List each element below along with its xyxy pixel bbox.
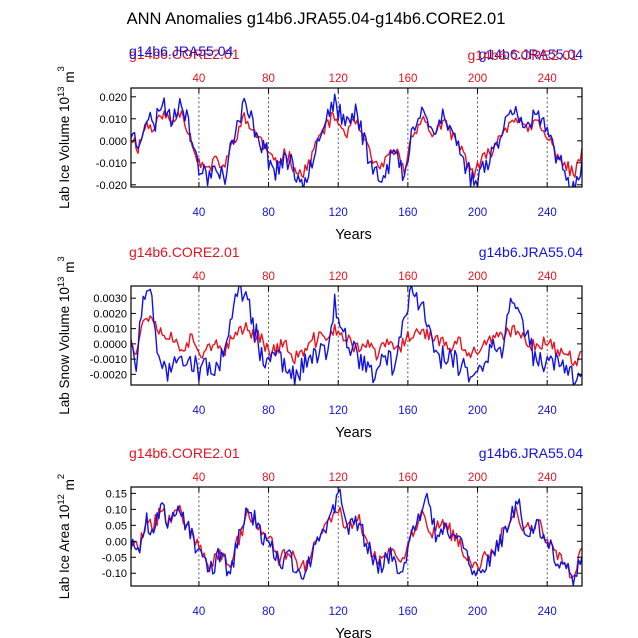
y-axis-label-part: 13 <box>56 277 67 288</box>
x-tick-label-bottom: 200 <box>468 207 487 219</box>
x-tick-label-bottom: 80 <box>262 405 275 417</box>
x-tick-label-bottom: 40 <box>193 606 206 618</box>
legend-jra: g14b6.JRA55.04 <box>479 445 584 461</box>
x-tick-label-top: 120 <box>329 271 348 283</box>
x-tick-label-bottom: 120 <box>329 606 348 618</box>
y-axis-label-part: 3 <box>56 256 67 261</box>
plot-frame <box>130 285 583 386</box>
y-axis-label-part: m <box>62 71 77 86</box>
y-tick-label: 0.000 <box>99 136 127 148</box>
y-axis-label-part: 2 <box>56 474 67 479</box>
x-tick-label-top: 80 <box>262 271 275 283</box>
x-tick-label-top: 160 <box>398 472 417 484</box>
series-line-jra <box>131 93 582 187</box>
y-axis-label-part: 13 <box>56 86 67 97</box>
figure-title: ANN Anomalies g14b6.JRA55.04-g14b6.CORE2… <box>127 10 506 28</box>
x-tick-label-bottom: 200 <box>468 606 487 618</box>
x-tick-label-top: 160 <box>398 271 417 283</box>
x-tick-label-bottom: 160 <box>398 606 417 618</box>
x-tick-label-top: 80 <box>262 472 275 484</box>
x-tick-label-bottom: 120 <box>329 405 348 417</box>
y-axis-label-part: m <box>62 479 77 494</box>
x-tick-label-top: 200 <box>468 271 487 283</box>
series-line-jra <box>131 286 582 385</box>
chart-panel-1: -0.020 -0.010 0.000 0.010 0.020 40 40 80 80 120 12… <box>56 43 583 243</box>
legend-jra: g14b6.JRA55.04 <box>479 244 584 260</box>
legend-core: g14b6.CORE2.01 <box>129 445 240 461</box>
y-axis-label: Lab Snow Volume 1013 m3 <box>56 256 77 414</box>
x-tick-label-bottom: 240 <box>538 405 557 417</box>
chart-panel-2: -0.0020 -0.0010 0.0000 0.0010 0.0020 0.0030 40… <box>56 244 583 441</box>
y-tick-label: -0.0020 <box>90 369 127 381</box>
y-tick-label: -0.010 <box>96 158 127 170</box>
legend-jra: g14b6.JRA55.04 <box>479 46 584 62</box>
y-axis-label: Lab Ice Area 1012 m2 <box>56 474 77 599</box>
y-tick-label: 0.0030 <box>93 293 127 305</box>
y-tick-label: 0.00 <box>106 536 127 548</box>
series-line-core <box>131 315 582 367</box>
x-tick-label-bottom: 40 <box>193 405 206 417</box>
x-tick-label-bottom: 120 <box>329 207 348 219</box>
series-line-jra <box>131 488 582 586</box>
x-tick-label-bottom: 160 <box>398 405 417 417</box>
y-tick-label: 0.15 <box>106 488 127 500</box>
y-axis-label-part: m <box>62 262 77 277</box>
y-tick-label: 0.0010 <box>93 324 127 336</box>
chart-panel-3: -0.10 -0.05 0.00 0.05 0.10 0.15 40 40 80 80 120 120… <box>56 445 583 638</box>
x-tick-label-top: 200 <box>468 73 487 85</box>
legend-core: g14b6.CORE2.01 <box>129 244 240 260</box>
y-tick-label: 0.10 <box>106 504 127 516</box>
plot-frame <box>130 87 583 188</box>
y-tick-label: 0.010 <box>99 114 127 126</box>
x-tick-label-top: 40 <box>193 472 206 484</box>
y-axis-label: Lab Ice Volume 1013 m3 <box>56 66 77 209</box>
x-tick-label-bottom: 80 <box>262 207 275 219</box>
y-tick-label: -0.05 <box>102 552 127 564</box>
y-axis-label-part: Lab Ice Volume 10 <box>57 97 72 209</box>
x-tick-label-top: 80 <box>262 73 275 85</box>
y-tick-label: 0.0000 <box>93 339 127 351</box>
panels: -0.020 -0.010 0.000 0.010 0.020 40 40 80 80 120 12… <box>56 43 583 638</box>
legend-core-overlap: g14b6.CORE2.01 <box>467 47 578 63</box>
y-axis-label-part: Lab Snow Volume 10 <box>57 287 72 415</box>
y-tick-label: -0.10 <box>102 568 127 580</box>
y-tick-label: -0.0010 <box>90 354 127 366</box>
y-tick-label: 0.0020 <box>93 308 127 320</box>
legend-jra-overlap: g14b6.JRA55.04 <box>129 43 234 59</box>
x-tick-label-top: 40 <box>193 73 206 85</box>
x-tick-label-bottom: 200 <box>468 405 487 417</box>
x-tick-label-top: 160 <box>398 73 417 85</box>
plot-frame <box>130 486 583 587</box>
x-tick-label-bottom: 80 <box>262 606 275 618</box>
x-tick-label-top: 200 <box>468 472 487 484</box>
y-axis-label-part: 3 <box>56 66 67 71</box>
y-tick-label: 0.05 <box>106 520 127 532</box>
x-tick-label-top: 240 <box>538 472 557 484</box>
x-tick-label-top: 40 <box>193 271 206 283</box>
x-tick-label-bottom: 160 <box>398 207 417 219</box>
y-tick-label: -0.020 <box>96 180 127 192</box>
x-axis-label: Years <box>335 227 372 243</box>
x-tick-label-top: 120 <box>329 472 348 484</box>
x-tick-label-top: 120 <box>329 73 348 85</box>
x-tick-label-bottom: 240 <box>538 207 557 219</box>
x-tick-label-bottom: 40 <box>193 207 206 219</box>
legend-core: g14b6.CORE2.01 <box>129 46 240 62</box>
x-axis-label: Years <box>335 425 372 441</box>
x-tick-label-top: 240 <box>538 73 557 85</box>
y-axis-label-part: 12 <box>56 494 67 505</box>
x-tick-label-bottom: 240 <box>538 606 557 618</box>
y-axis-label-part: Lab Ice Area 10 <box>57 505 72 600</box>
x-tick-label-top: 240 <box>538 271 557 283</box>
series-line-core <box>131 110 582 179</box>
y-tick-label: 0.020 <box>99 92 127 104</box>
x-axis-label: Years <box>335 626 372 638</box>
